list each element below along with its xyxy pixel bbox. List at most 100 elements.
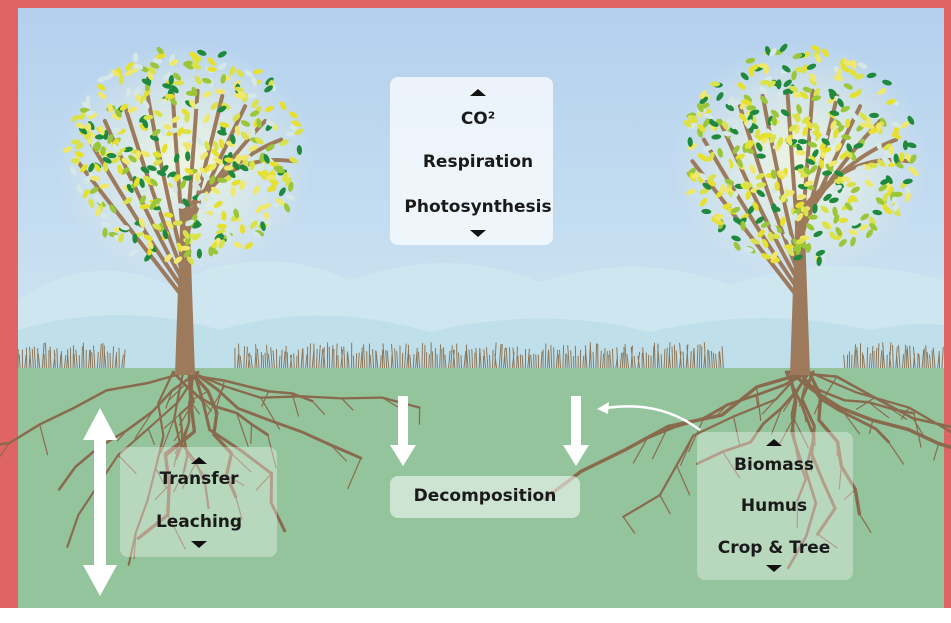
leaf xyxy=(843,60,854,67)
leaf xyxy=(780,216,786,227)
root-twig xyxy=(261,390,270,407)
leaf xyxy=(771,116,777,126)
leaf xyxy=(848,69,857,77)
root-twig xyxy=(813,398,822,415)
leaf xyxy=(739,113,747,122)
leaf xyxy=(172,183,178,194)
leaf xyxy=(877,159,886,167)
leaf xyxy=(132,233,138,244)
leaf xyxy=(269,161,280,168)
leaf xyxy=(729,127,739,135)
leaf xyxy=(200,151,209,160)
leaf xyxy=(777,90,784,100)
leaf xyxy=(192,179,202,186)
leaf xyxy=(185,90,196,97)
root-twig xyxy=(291,392,300,417)
leaf xyxy=(833,128,839,139)
label: Photosynthesis xyxy=(404,197,551,217)
root xyxy=(192,370,287,533)
leaf xyxy=(801,116,811,124)
leaf xyxy=(283,203,291,213)
leaf xyxy=(208,163,217,172)
leaf xyxy=(88,162,95,173)
leaf xyxy=(683,119,692,128)
root-twig xyxy=(722,451,741,479)
leaf xyxy=(805,120,813,130)
curved-arrow-head xyxy=(597,402,609,414)
leaf xyxy=(138,217,145,228)
leaf xyxy=(207,57,216,66)
leaf xyxy=(142,100,150,109)
leaf xyxy=(84,175,91,185)
leaf xyxy=(736,158,744,168)
leaf xyxy=(799,91,809,99)
leaf xyxy=(157,99,167,107)
leaf xyxy=(258,162,266,172)
leaf xyxy=(235,175,245,183)
leaf xyxy=(85,95,91,106)
leaf xyxy=(755,216,765,224)
leaf xyxy=(752,201,759,211)
leaf xyxy=(814,53,822,63)
leaf xyxy=(107,134,114,144)
leaf xyxy=(838,217,849,223)
leaf xyxy=(79,110,86,121)
leaf xyxy=(760,95,768,105)
leaf xyxy=(714,219,724,226)
leaf xyxy=(165,221,174,229)
leaf xyxy=(261,203,271,210)
leaf xyxy=(173,72,182,81)
leaf xyxy=(290,124,299,132)
leaf xyxy=(841,134,852,140)
leaf xyxy=(274,167,285,174)
leaf xyxy=(174,80,185,86)
leaf xyxy=(218,239,225,249)
leaf xyxy=(702,118,710,128)
leaf xyxy=(876,140,882,151)
leaf xyxy=(169,127,180,133)
leaf xyxy=(168,75,174,85)
leaf xyxy=(264,105,275,113)
leaf xyxy=(196,248,202,259)
leaf xyxy=(70,158,81,164)
roots xyxy=(0,370,951,570)
leaf xyxy=(125,62,134,71)
leaf xyxy=(893,153,899,164)
leaf xyxy=(147,165,157,171)
leaf xyxy=(796,194,807,200)
leaf xyxy=(829,231,837,240)
leaf xyxy=(877,87,887,96)
leaf xyxy=(802,86,813,93)
triangle-up xyxy=(191,457,207,464)
leaf xyxy=(74,150,84,158)
root-twig xyxy=(761,398,777,415)
leaf xyxy=(803,180,814,187)
leaf xyxy=(213,200,223,208)
leaf xyxy=(76,184,83,194)
leaf xyxy=(794,67,805,73)
leaf xyxy=(99,125,105,136)
leaf xyxy=(121,157,131,165)
triangle-up xyxy=(766,439,782,446)
leaf xyxy=(813,88,821,97)
leaf xyxy=(821,48,829,58)
leaf xyxy=(75,122,86,129)
leaf xyxy=(140,150,151,158)
leaf xyxy=(140,166,150,174)
leaf xyxy=(100,221,111,228)
leaf xyxy=(859,224,869,231)
leaf xyxy=(828,160,838,167)
root-twig xyxy=(855,397,876,410)
leaf xyxy=(233,208,240,219)
root-twig xyxy=(913,412,922,448)
leaf xyxy=(92,141,100,150)
root-twig xyxy=(250,423,253,445)
leaf xyxy=(699,96,709,104)
root-twig xyxy=(732,415,741,447)
label: Leaching xyxy=(156,512,242,532)
root-twig xyxy=(676,464,691,496)
leaf xyxy=(219,122,229,128)
leaf xyxy=(755,173,765,180)
leaf xyxy=(847,109,854,119)
leaf xyxy=(95,206,102,217)
